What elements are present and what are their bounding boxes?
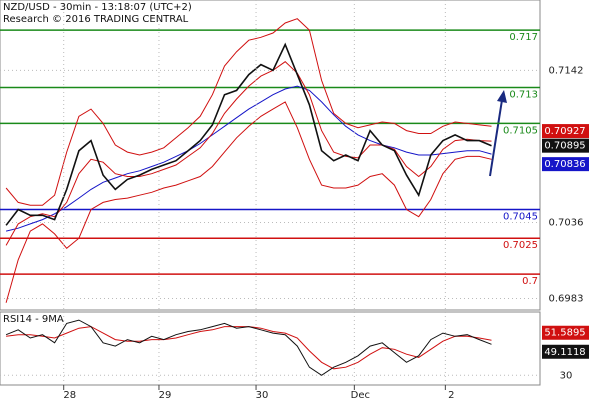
level-label: 0.7105 [503, 125, 538, 136]
x-tick-label: Dec [351, 390, 370, 400]
last-value-box [542, 325, 589, 340]
rsi-title: RSI14 - 9MA [3, 314, 64, 325]
x-tick-label: 2 [448, 390, 454, 400]
y-tick-label: 0.7036 [549, 217, 584, 228]
last-value-box [542, 344, 589, 359]
level-label: 0.7045 [503, 212, 538, 223]
series-line [5, 101, 492, 303]
last-value-label: 0.70927 [544, 126, 585, 137]
chart-subtitle: Research © 2016 TRADING CENTRAL [3, 14, 189, 25]
y-tick-label: 0.6983 [549, 294, 584, 305]
y-tick-label: 0.7142 [549, 65, 584, 76]
series-line [5, 42, 492, 226]
last-value-box [542, 124, 589, 139]
series-line [5, 319, 492, 376]
x-tick-label: 30 [256, 390, 269, 400]
x-tick-label: 28 [63, 390, 76, 400]
level-label: 0.717 [509, 32, 538, 43]
last-value-box [542, 157, 589, 172]
y-tick-label: 30 [560, 370, 573, 381]
price-panel [0, 0, 541, 311]
last-value-label: 51.5895 [544, 328, 585, 339]
series-line [6, 326, 492, 370]
last-value-box [542, 138, 589, 153]
level-label: 0.7 [522, 276, 538, 287]
last-value-label: 49.1118 [544, 347, 585, 358]
series-line [5, 18, 492, 206]
series-line [5, 61, 492, 246]
forecast-arrow-head [497, 90, 507, 103]
last-value-label: 0.70836 [544, 159, 585, 170]
forecast-arrow [489, 99, 503, 177]
rsi-panel [0, 311, 541, 386]
series-line [5, 85, 492, 232]
x-tick-label: 29 [159, 390, 172, 400]
chart-title: NZD/USD - 30min - 13:18:07 (UTC+2) [3, 2, 192, 13]
level-label: 0.7025 [503, 240, 538, 251]
level-label: 0.713 [509, 90, 538, 101]
last-value-label: 0.70895 [544, 141, 585, 152]
